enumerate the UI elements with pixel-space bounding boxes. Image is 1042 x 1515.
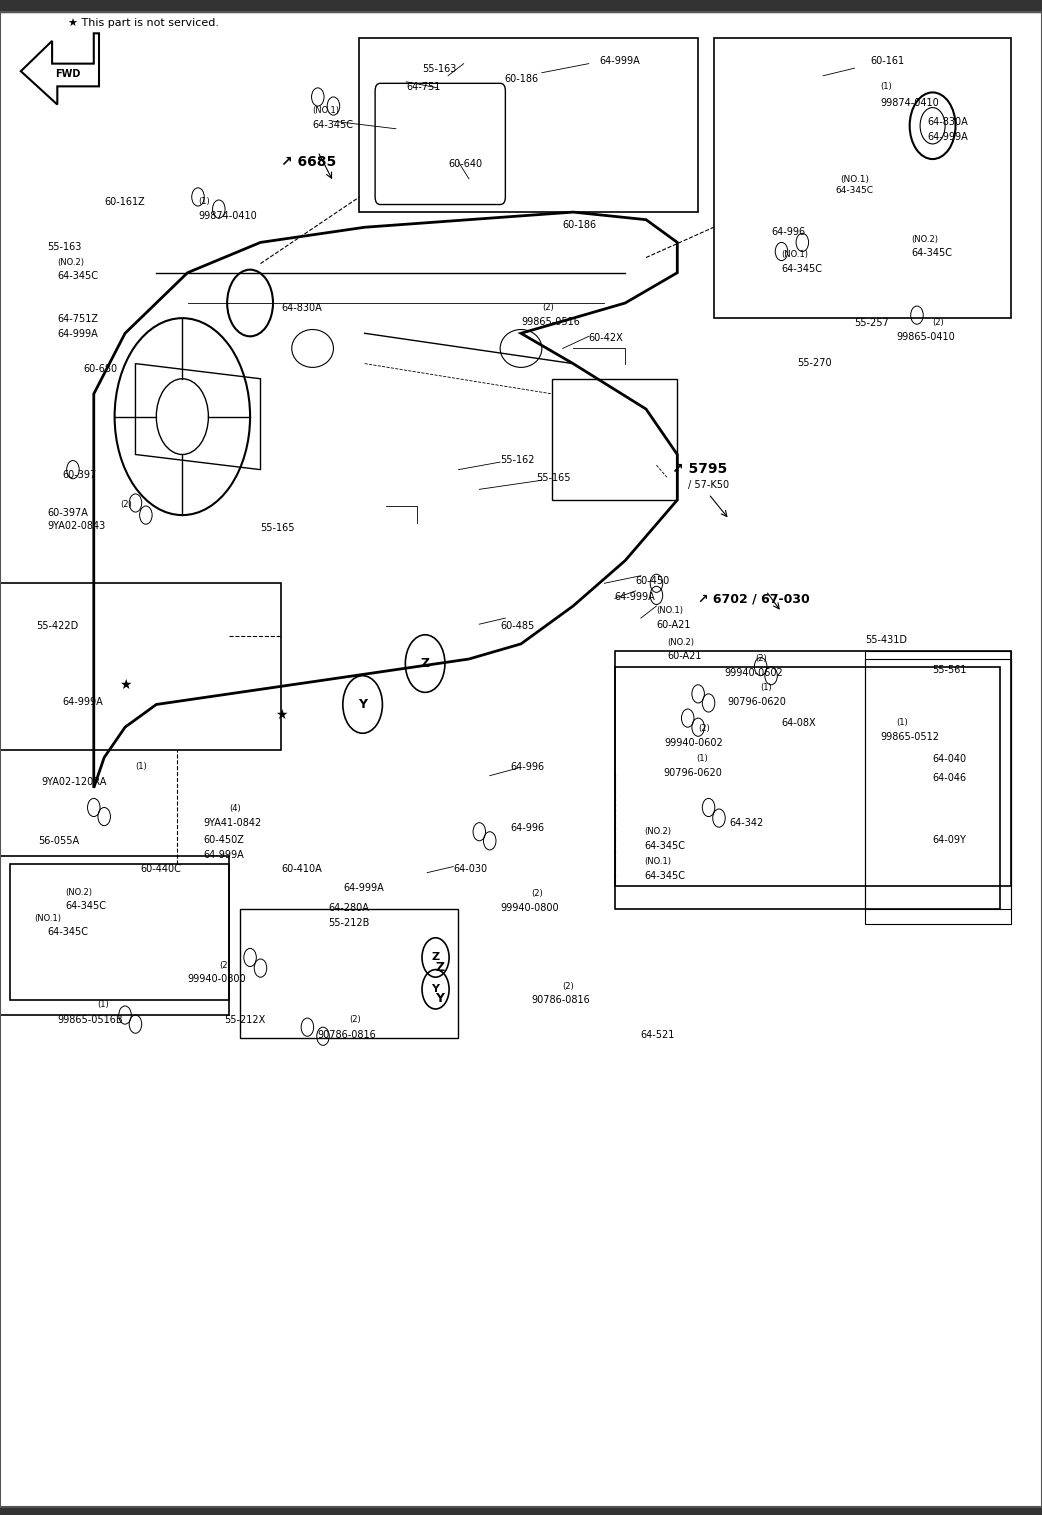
Text: 64-09Y: 64-09Y	[933, 835, 967, 845]
Bar	[714, 38, 1011, 318]
Text: ★: ★	[275, 708, 288, 723]
Text: 60-161: 60-161	[870, 56, 904, 67]
Text: 99940-0602: 99940-0602	[665, 738, 723, 748]
Bar	[359, 38, 698, 212]
Text: 55-162: 55-162	[500, 454, 535, 465]
Text: (4): (4)	[229, 804, 241, 814]
Text: (NO.1): (NO.1)	[644, 857, 671, 867]
Text: (1): (1)	[696, 754, 708, 764]
Text: 55-165: 55-165	[537, 473, 571, 483]
Text: 99865-0516: 99865-0516	[521, 317, 580, 327]
Text: 9YA02-0843: 9YA02-0843	[47, 521, 105, 532]
Text: (2): (2)	[531, 889, 543, 898]
Text: 64-999A: 64-999A	[927, 132, 968, 142]
Text: 55-561: 55-561	[933, 665, 967, 676]
Text: 99865-0516B: 99865-0516B	[57, 1015, 123, 1026]
Text: Y: Y	[436, 992, 445, 1006]
Text: 90796-0620: 90796-0620	[727, 697, 787, 708]
Text: 60-640: 60-640	[448, 159, 482, 170]
Text: (1): (1)	[97, 1000, 108, 1009]
Text: (2): (2)	[933, 318, 944, 327]
Text: 60-680: 60-680	[83, 364, 118, 374]
Text: 90786-0816: 90786-0816	[318, 1030, 376, 1041]
Text: 9YA02-120RA: 9YA02-120RA	[42, 777, 107, 788]
Text: 99940-0800: 99940-0800	[500, 903, 559, 914]
Text: 64-345C: 64-345C	[57, 271, 98, 282]
Text: 64-040: 64-040	[933, 754, 967, 765]
Text: FWD: FWD	[55, 70, 80, 79]
Text: (1): (1)	[761, 683, 772, 692]
Text: 55-163: 55-163	[422, 64, 456, 74]
Text: 64-030: 64-030	[453, 864, 488, 874]
Text: 64-751Z: 64-751Z	[57, 314, 98, 324]
Text: 64-999A: 64-999A	[615, 592, 655, 603]
Text: 64-08X: 64-08X	[782, 718, 816, 729]
Text: (NO.1): (NO.1)	[313, 106, 340, 115]
Text: 64-521: 64-521	[641, 1030, 675, 1041]
Bar	[0, 583, 281, 750]
Text: 64-999A: 64-999A	[57, 329, 98, 339]
Text: 99865-0512: 99865-0512	[880, 732, 940, 742]
Text: 99940-0800: 99940-0800	[188, 974, 246, 985]
Text: (2): (2)	[542, 303, 553, 312]
Text: (1): (1)	[880, 82, 892, 91]
Text: 9YA41-0842: 9YA41-0842	[203, 818, 262, 829]
Text: 64-830A: 64-830A	[281, 303, 322, 314]
Bar	[552, 379, 677, 500]
Text: 56-055A: 56-055A	[39, 836, 79, 847]
Text: (NO.2): (NO.2)	[57, 258, 84, 267]
Text: 90796-0620: 90796-0620	[664, 768, 723, 779]
Text: ↗ 6685: ↗ 6685	[281, 155, 337, 168]
Text: 99940-0602: 99940-0602	[724, 668, 783, 679]
Text: 64-996: 64-996	[771, 227, 805, 238]
Text: 60-485: 60-485	[500, 621, 535, 632]
Bar	[865, 651, 1011, 924]
Bar	[865, 659, 1011, 909]
Text: 64-999A: 64-999A	[344, 883, 384, 894]
Text: Z: Z	[421, 658, 429, 670]
Text: 55-212B: 55-212B	[328, 918, 370, 929]
Text: (2): (2)	[698, 724, 710, 733]
Text: 60-186: 60-186	[504, 74, 538, 83]
Text: (NO.1): (NO.1)	[656, 606, 684, 615]
Text: (2): (2)	[219, 961, 230, 970]
Bar	[240, 909, 458, 1038]
Text: Y: Y	[431, 985, 440, 994]
Text: (NO.1): (NO.1)	[782, 250, 809, 259]
Text: (1): (1)	[198, 197, 209, 206]
Text: 64-345C: 64-345C	[644, 841, 685, 851]
Text: 64-345C: 64-345C	[644, 871, 685, 882]
Text: ★ This part is not serviced.: ★ This part is not serviced.	[68, 18, 219, 29]
Text: (1): (1)	[135, 762, 147, 771]
Text: 60-450Z: 60-450Z	[203, 835, 244, 845]
Text: 60-450: 60-450	[636, 576, 670, 586]
Bar	[615, 667, 1000, 909]
Text: ★: ★	[119, 677, 131, 692]
Text: 60-A21: 60-A21	[656, 620, 691, 630]
Text: 60-397A: 60-397A	[47, 508, 88, 518]
Text: 64-999A: 64-999A	[599, 56, 640, 67]
Text: (1): (1)	[896, 718, 908, 727]
Text: 99865-0410: 99865-0410	[896, 332, 954, 342]
Text: ↗ 5795: ↗ 5795	[672, 462, 727, 476]
Text: (NO.2): (NO.2)	[912, 235, 939, 244]
Text: 55-257: 55-257	[854, 318, 889, 329]
Bar	[0, 856, 229, 1015]
Text: 99874-0410: 99874-0410	[198, 211, 256, 221]
Text: 55-422D: 55-422D	[36, 621, 79, 632]
Text: 64-996: 64-996	[511, 823, 545, 833]
Text: 64-345C: 64-345C	[47, 927, 88, 938]
Text: Z: Z	[436, 961, 445, 974]
Text: 60-440C: 60-440C	[141, 864, 181, 874]
Text: 64-345C: 64-345C	[782, 264, 822, 274]
Text: 90786-0816: 90786-0816	[531, 995, 590, 1006]
Text: 64-830A: 64-830A	[927, 117, 968, 127]
Text: 60-186: 60-186	[563, 220, 597, 230]
Bar	[0, 0, 1042, 12]
Text: 60-42X: 60-42X	[589, 333, 623, 344]
Text: (NO.1)
64-345C: (NO.1) 64-345C	[836, 176, 873, 194]
Text: 60-410A: 60-410A	[281, 864, 322, 874]
Text: 55-163: 55-163	[47, 242, 81, 253]
Text: (NO.2): (NO.2)	[66, 888, 93, 897]
Text: (2): (2)	[349, 1015, 361, 1024]
